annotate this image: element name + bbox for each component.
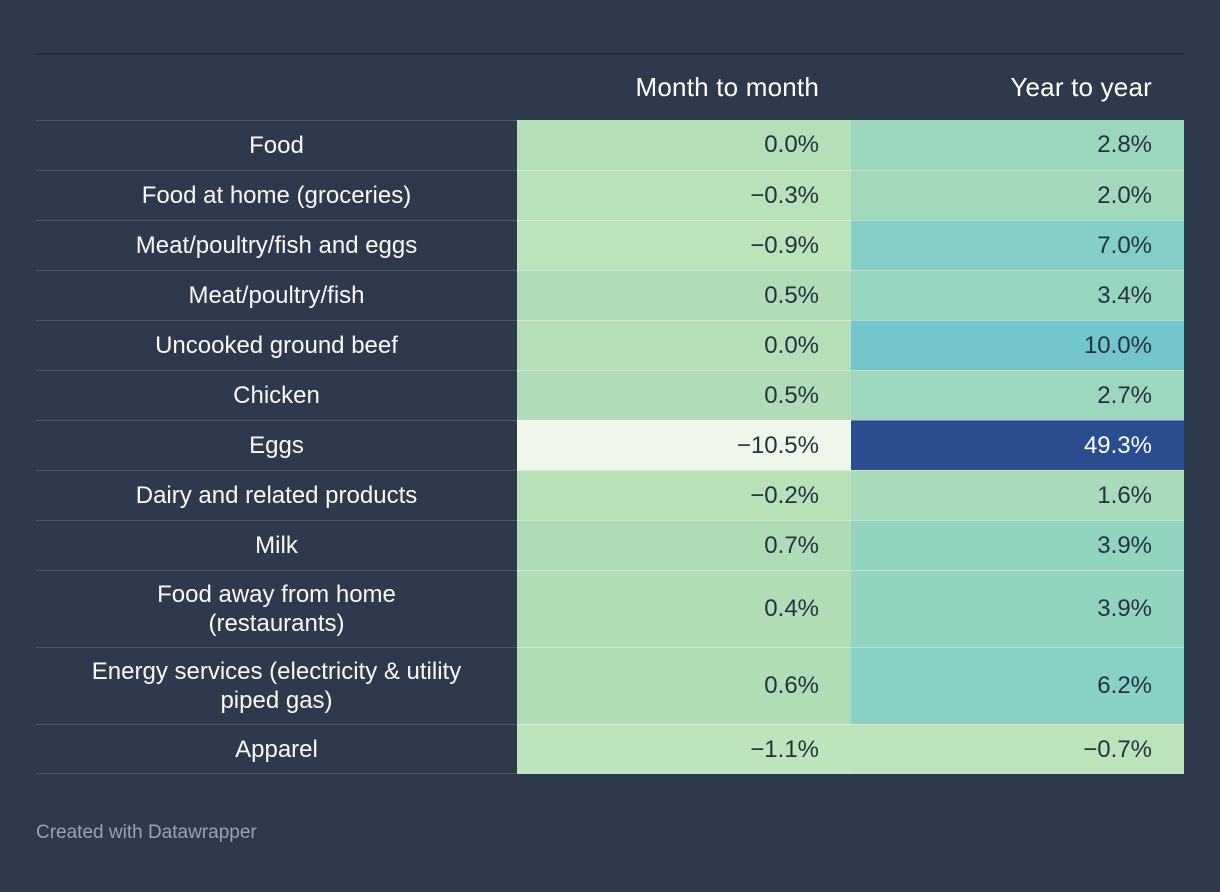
heatmap-chart: Month to month Year to year Food 0.0% 2.… <box>0 53 1220 844</box>
row-label: Meat/poultry/fish and eggs <box>36 220 517 270</box>
row-label: Food at home (groceries) <box>36 170 517 220</box>
table-row: Food away from home (restaurants) 0.4% 3… <box>36 570 1184 647</box>
m2m-cell: 0.5% <box>517 270 851 320</box>
row-label: Eggs <box>36 420 517 470</box>
m2m-cell: −0.9% <box>517 220 851 270</box>
row-label: Uncooked ground beef <box>36 320 517 370</box>
column-header-year-to-year: Year to year <box>1010 72 1152 102</box>
table-row: Energy services (electricity & utility p… <box>36 647 1184 724</box>
y2y-cell: 2.0% <box>851 170 1184 220</box>
y2y-cell: 10.0% <box>851 320 1184 370</box>
table-row: Uncooked ground beef 0.0% 10.0% <box>36 320 1184 370</box>
m2m-cell: −1.1% <box>517 724 851 774</box>
row-label: Energy services (electricity & utility p… <box>36 647 517 724</box>
row-label: Food away from home (restaurants) <box>36 570 517 647</box>
m2m-cell: 0.6% <box>517 647 851 724</box>
table-row: Dairy and related products −0.2% 1.6% <box>36 470 1184 520</box>
m2m-cell: −0.2% <box>517 470 851 520</box>
table-row: Meat/poultry/fish and eggs −0.9% 7.0% <box>36 220 1184 270</box>
table-header-row: Month to month Year to year <box>36 55 1184 120</box>
y2y-cell: 3.4% <box>851 270 1184 320</box>
m2m-cell: −0.3% <box>517 170 851 220</box>
column-header-month-to-month: Month to month <box>635 72 819 102</box>
table-row: Food at home (groceries) −0.3% 2.0% <box>36 170 1184 220</box>
y2y-cell: 3.9% <box>851 570 1184 647</box>
row-label: Food <box>36 120 517 170</box>
y2y-cell: 6.2% <box>851 647 1184 724</box>
m2m-cell: 0.7% <box>517 520 851 570</box>
row-label: Meat/poultry/fish <box>36 270 517 320</box>
row-label: Dairy and related products <box>36 470 517 520</box>
table-row: Eggs −10.5% 49.3% <box>36 420 1184 470</box>
table-row: Food 0.0% 2.8% <box>36 120 1184 170</box>
m2m-cell: 0.0% <box>517 120 851 170</box>
row-label: Apparel <box>36 724 517 774</box>
y2y-cell: 2.7% <box>851 370 1184 420</box>
row-label: Chicken <box>36 370 517 420</box>
m2m-cell: 0.4% <box>517 570 851 647</box>
heatmap-table-body: Food 0.0% 2.8% Food at home (groceries) … <box>36 120 1184 774</box>
table-row: Chicken 0.5% 2.7% <box>36 370 1184 420</box>
row-label: Milk <box>36 520 517 570</box>
datawrapper-credit: Created with Datawrapper <box>36 822 257 843</box>
y2y-cell: 1.6% <box>851 470 1184 520</box>
table-row: Milk 0.7% 3.9% <box>36 520 1184 570</box>
y2y-cell: 3.9% <box>851 520 1184 570</box>
table-row: Apparel −1.1% −0.7% <box>36 724 1184 774</box>
y2y-cell: 7.0% <box>851 220 1184 270</box>
m2m-cell: 0.5% <box>517 370 851 420</box>
y2y-cell: −0.7% <box>851 724 1184 774</box>
m2m-cell: −10.5% <box>517 420 851 470</box>
table-row: Meat/poultry/fish 0.5% 3.4% <box>36 270 1184 320</box>
y2y-cell: 49.3% <box>851 420 1184 470</box>
top-divider <box>36 53 1184 55</box>
y2y-cell: 2.8% <box>851 120 1184 170</box>
m2m-cell: 0.0% <box>517 320 851 370</box>
